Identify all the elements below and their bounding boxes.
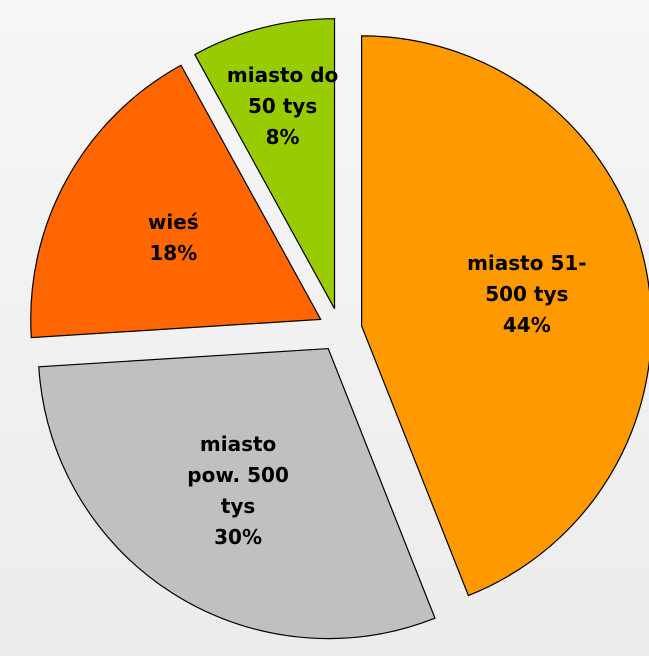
category-label: miasto do 50 tys [226,62,339,118]
slice-label: miasto 51-500 tys 44% [447,224,607,364]
category-label: wieś [147,210,199,235]
slice-label: miasto do 50 tys 8% [210,36,355,176]
value-label: 44% [502,312,551,337]
label-box: miasto do 50 tys 8% [210,36,355,176]
pie-slice [361,35,649,597]
label-box: wieś 18% [118,168,228,308]
value-label: 18% [149,241,198,266]
pie-slice [30,64,322,339]
slice-label: wieś 18% [118,168,228,308]
pie-slice [38,347,436,640]
slice-label: miasto pow. 500 tys 30% [176,421,301,561]
value-label: 30% [214,524,263,549]
label-box: miasto pow. 500 tys 30% [176,421,301,561]
pie-slice [194,18,336,309]
category-label: miasto pow. 500 tys [187,431,289,518]
category-label: miasto 51-500 tys [467,250,587,306]
value-label: 8% [265,124,300,149]
label-box: miasto 51-500 tys 44% [447,224,607,364]
